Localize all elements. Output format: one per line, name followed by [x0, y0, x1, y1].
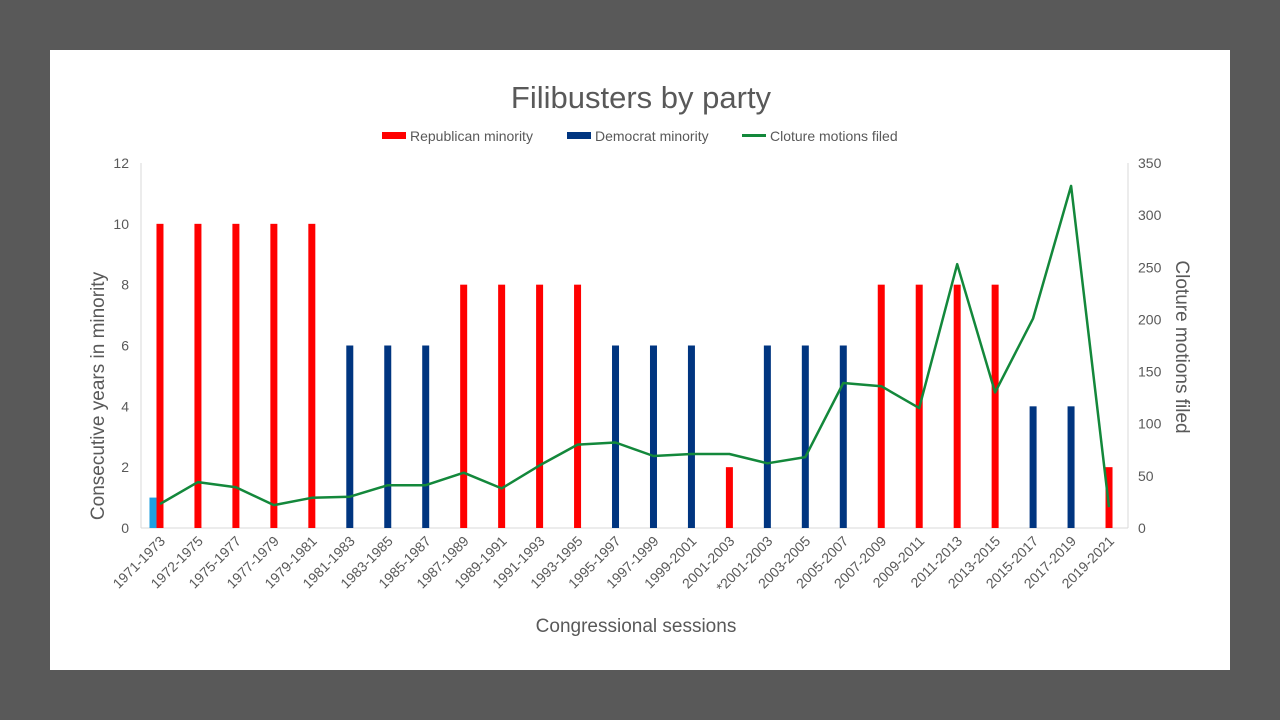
bar-extra: [149, 497, 157, 528]
y-tick-label: 8: [121, 277, 129, 293]
y2-tick-label: 200: [1138, 311, 1162, 327]
plot-area: 0246810120501001502002503003501971-19731…: [109, 155, 1161, 595]
y2-tick-label: 350: [1138, 155, 1162, 171]
legend-label-democrat: Democrat minority: [595, 128, 709, 144]
bar-republican: [991, 284, 999, 528]
y-tick-label: 0: [121, 520, 129, 536]
bar-republican: [574, 284, 582, 528]
bar-republican: [498, 284, 506, 528]
bar-republican: [156, 223, 164, 529]
y-tick-label: 2: [121, 459, 129, 475]
y2-tick-label: 250: [1138, 259, 1162, 275]
bar-republican: [953, 284, 961, 528]
chart-panel: Filibusters by party Republican minority…: [50, 50, 1230, 670]
bar-democrat: [612, 345, 620, 528]
y2-tick-label: 300: [1138, 207, 1162, 223]
chart-title: Filibusters by party: [511, 80, 772, 115]
bar-democrat: [801, 345, 809, 528]
y-tick-label: 4: [121, 398, 129, 414]
x-axis-title: Congressional sessions: [536, 616, 737, 637]
bar-republican: [232, 223, 240, 529]
bar-democrat: [1029, 406, 1037, 528]
bar-republican: [194, 223, 202, 529]
y2-tick-label: 50: [1138, 468, 1154, 484]
y2-tick-label: 0: [1138, 520, 1146, 536]
bar-republican: [308, 223, 316, 529]
y2-tick-label: 100: [1138, 416, 1162, 432]
bar-republican: [536, 284, 544, 528]
y-tick-label: 12: [113, 155, 129, 171]
bar-democrat: [839, 345, 847, 528]
bar-democrat: [384, 345, 392, 528]
y-tick-label: 6: [121, 338, 129, 354]
cloture-line: [159, 184, 1111, 508]
bar-republican: [725, 467, 733, 528]
y2-axis-title: Cloture motions filed: [1171, 260, 1192, 433]
bar-republican: [460, 284, 468, 528]
legend-label-republican: Republican minority: [410, 128, 533, 144]
chart-svg: Filibusters by party Republican minority…: [88, 80, 1192, 637]
bar-democrat: [346, 345, 354, 528]
bar-democrat: [763, 345, 771, 528]
bar-democrat: [422, 345, 430, 528]
bar-republican: [270, 223, 278, 529]
bar-democrat: [649, 345, 657, 528]
bar-democrat: [687, 345, 695, 528]
y-axis-title: Consecutive years in minority: [88, 271, 109, 520]
bar-republican: [877, 284, 885, 528]
legend-swatch-republican: [382, 132, 406, 139]
y2-tick-label: 150: [1138, 364, 1162, 380]
legend: Republican minority Democrat minority Cl…: [382, 128, 898, 144]
bar-democrat: [1067, 406, 1075, 528]
legend-swatch-democrat: [567, 132, 591, 139]
legend-label-cloture: Cloture motions filed: [770, 128, 898, 144]
y-tick-label: 10: [113, 216, 129, 232]
